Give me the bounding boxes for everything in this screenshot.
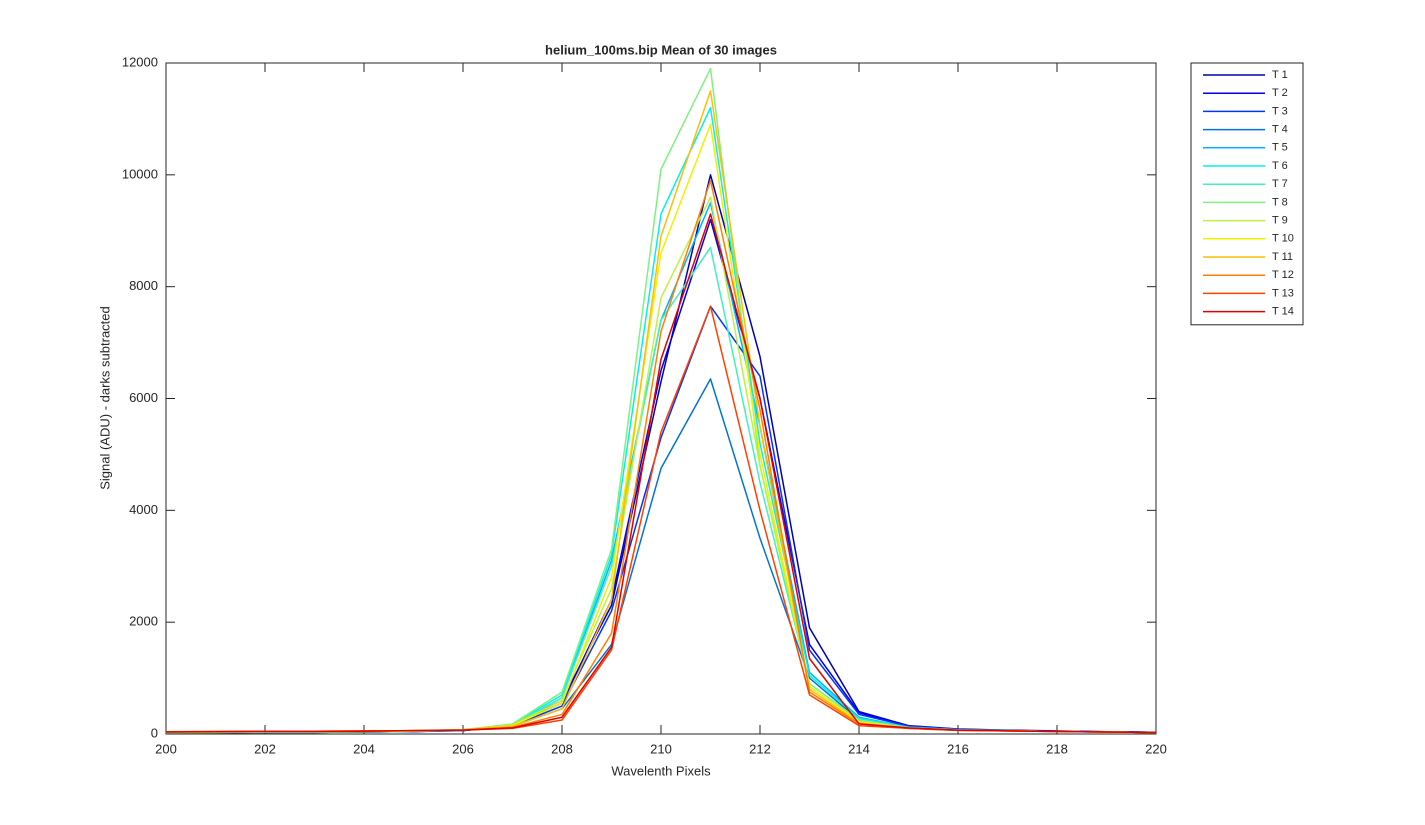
y-tick-label: 6000 bbox=[129, 390, 158, 405]
legend-label: T 12 bbox=[1272, 269, 1294, 281]
legend-label: T 14 bbox=[1272, 306, 1294, 318]
legend-label: T 3 bbox=[1272, 105, 1288, 117]
legend-label: T 1 bbox=[1272, 69, 1288, 81]
x-tick-label: 200 bbox=[155, 741, 177, 756]
legend-label: T 9 bbox=[1272, 215, 1288, 227]
legend-label: T 4 bbox=[1272, 124, 1288, 136]
x-axis-label: Wavelenth Pixels bbox=[611, 763, 711, 778]
x-tick-label: 202 bbox=[254, 741, 276, 756]
x-tick-label: 212 bbox=[749, 741, 771, 756]
x-tick-label: 218 bbox=[1046, 741, 1068, 756]
plot-area bbox=[165, 62, 1157, 735]
legend-label: T 7 bbox=[1272, 178, 1288, 190]
x-tick-label: 220 bbox=[1145, 741, 1167, 756]
legend-label: T 8 bbox=[1272, 196, 1288, 208]
y-tick-label: 12000 bbox=[122, 54, 158, 69]
y-tick-label: 8000 bbox=[129, 278, 158, 293]
x-tick-label: 216 bbox=[947, 741, 969, 756]
y-axis-label: Signal (ADU) - darks subtracted bbox=[97, 306, 112, 490]
x-tick-label: 204 bbox=[353, 741, 375, 756]
x-tick-label: 208 bbox=[551, 741, 573, 756]
y-tick-label: 10000 bbox=[122, 166, 158, 181]
legend-label: T 13 bbox=[1272, 287, 1294, 299]
series-line bbox=[165, 213, 1157, 734]
legend-label: T 5 bbox=[1272, 142, 1288, 154]
x-tick-label: 206 bbox=[452, 741, 474, 756]
legend-label: T 11 bbox=[1272, 251, 1293, 263]
legend-label: T 10 bbox=[1272, 233, 1294, 245]
x-tick-label: 210 bbox=[650, 741, 672, 756]
x-tick-label: 214 bbox=[848, 741, 870, 756]
chart-title: helium_100ms.bip Mean of 30 images bbox=[545, 42, 777, 57]
y-tick-label: 4000 bbox=[129, 502, 158, 517]
legend-label: T 2 bbox=[1272, 87, 1288, 99]
y-tick-label: 0 bbox=[151, 725, 158, 740]
legend-box bbox=[1190, 62, 1304, 326]
legend-label: T 6 bbox=[1272, 160, 1288, 172]
y-tick-label: 2000 bbox=[129, 614, 158, 629]
